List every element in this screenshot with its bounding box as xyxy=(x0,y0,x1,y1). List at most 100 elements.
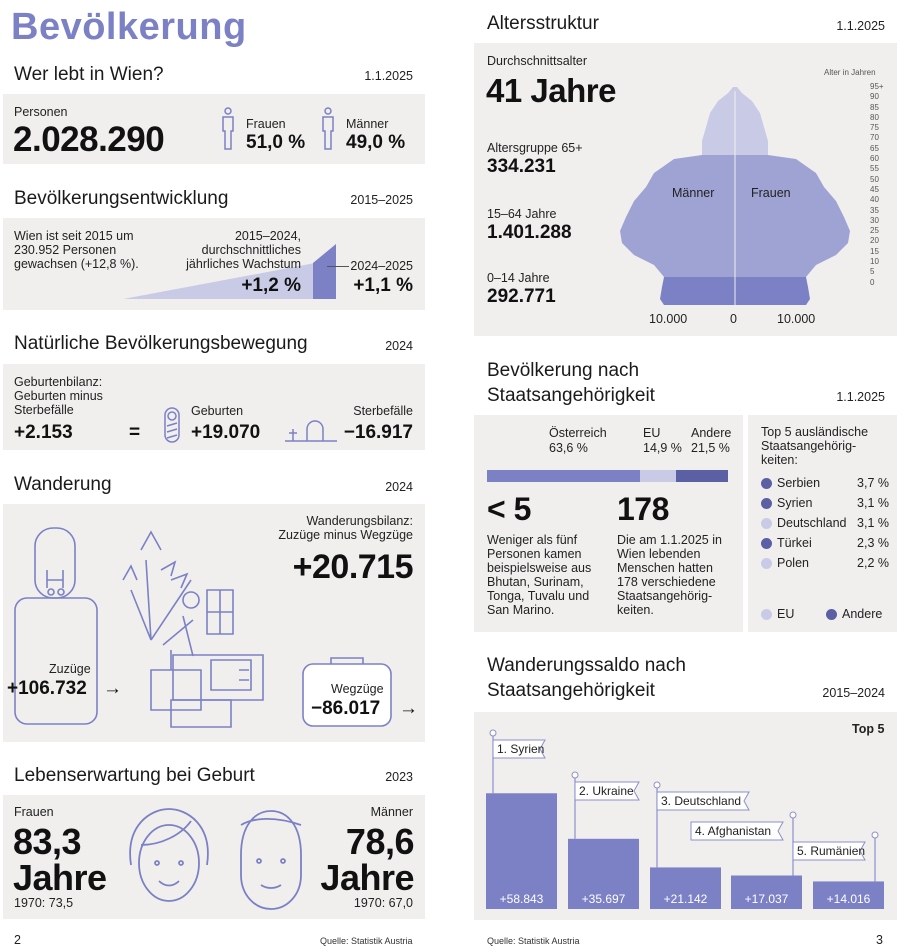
bilanz-label: Geburtenbilanz: Geburten minus Sterbefäl… xyxy=(14,375,103,417)
migration-illustration xyxy=(14,527,264,728)
saldo-date: 2015–2024 xyxy=(822,686,885,700)
bilanz-value: +2.153 xyxy=(14,422,73,443)
sterb-value: −16.917 xyxy=(343,422,413,443)
top5-value: 3,1 % xyxy=(857,496,889,510)
frauen-value: 51,0 % xyxy=(246,132,306,153)
flag-label: 4. Afghanistan xyxy=(695,824,771,838)
g0-value: 292.771 xyxy=(487,286,556,307)
maenner-label: Männer xyxy=(346,117,389,131)
age-tick: 90 xyxy=(870,92,879,102)
f-unit: Jahre xyxy=(13,857,107,898)
wand-panel: Wanderungsbilanz: Zuzüge minus Wegzüge +… xyxy=(3,504,425,742)
age-tick: 0 xyxy=(870,277,875,287)
weg-label: Wegzüge xyxy=(331,682,384,696)
entw-heading: Bevölkerungsentwicklung xyxy=(14,188,229,209)
staat-heading-2: Staatsangehörigkeit xyxy=(487,385,655,406)
legend-eu: EU xyxy=(777,607,795,621)
m-1970: 1970: 67,0 xyxy=(353,896,413,910)
lt5-text: Weniger als fünf Personen kamen beispiel… xyxy=(487,533,592,617)
f-1970: 1970: 73,5 xyxy=(14,896,74,910)
age-tick: 35 xyxy=(870,205,879,215)
share-oesterreich xyxy=(487,470,641,482)
age-tick: 85 xyxy=(870,102,879,112)
saldo-bar xyxy=(731,875,802,909)
top5-item: Syrien 3,1 % xyxy=(761,495,889,515)
age-tick: 95+ xyxy=(870,82,884,91)
age-tick: 5 xyxy=(870,267,875,277)
natur-date: 2024 xyxy=(385,339,413,353)
alter-date: 1.1.2025 xyxy=(836,19,885,33)
andere-label: Andere xyxy=(691,426,732,440)
wand-heading: Wanderung xyxy=(14,474,112,495)
staat-heading-1: Bevölkerung nach xyxy=(487,360,640,381)
age-tick: 20 xyxy=(870,236,879,246)
wer-heading: Wer lebt in Wien? xyxy=(14,64,164,85)
f-label: Frauen xyxy=(14,805,54,819)
top5-dot xyxy=(761,518,772,529)
top5-title: Top 5 ausländische Staatsangehörig-keite… xyxy=(761,425,869,467)
age-tick: 75 xyxy=(870,123,879,133)
oe-value: 63,6 % xyxy=(549,441,588,455)
bar-value-label: +14.016 xyxy=(827,892,871,906)
geb-label: Geburten xyxy=(191,404,244,418)
wand-bilanz-label: Wanderungsbilanz: Zuzüge minus Wegzüge xyxy=(278,514,413,542)
entw-date: 2015–2025 xyxy=(350,193,413,207)
zu-arrow: → xyxy=(103,678,122,699)
wand-bilanz-value: +20.715 xyxy=(292,548,414,586)
age-axis: 95+ 90 85 80 75 70 65 60 55 50 45 40 35 30 25 20 15 10 5 0 xyxy=(870,82,890,288)
age-tick: 30 xyxy=(870,215,879,225)
woman-icon xyxy=(222,107,234,150)
m-unit: Jahre xyxy=(320,857,414,898)
entw-panel: Wien ist seit 2015 um 230.952 Personen g… xyxy=(3,218,425,310)
age-tick: 55 xyxy=(870,164,879,174)
age-tick: 80 xyxy=(870,112,879,122)
flag-knob xyxy=(653,781,661,789)
andere-value: 21,5 % xyxy=(691,441,730,455)
weg-arrow: → xyxy=(399,698,418,719)
flag-knob xyxy=(571,771,579,779)
saldo-chart: 1. Syrien +58.843 2. Ukraine +35.697 3. Deut… xyxy=(486,729,884,909)
f-value: 83,3 xyxy=(13,821,82,862)
grave-icon xyxy=(285,420,337,442)
age-pyramid xyxy=(620,87,850,307)
source-right: Quelle: Statistik Austria xyxy=(487,936,580,946)
top5-badge: Top 5 xyxy=(852,722,885,736)
durch-label: Durchschnittsalter xyxy=(487,54,588,68)
natur-panel: Geburtenbilanz: Geburten minus Sterbefäl… xyxy=(3,364,425,450)
flag-banner xyxy=(492,739,546,759)
flag-knob xyxy=(789,811,797,819)
saldo-bar xyxy=(486,793,557,909)
age-tick: 45 xyxy=(870,184,879,194)
bar-value-label: +21.142 xyxy=(664,892,708,906)
frauen-label: Frauen xyxy=(246,117,286,131)
flag-banner xyxy=(690,821,784,841)
g15-label: 15–64 Jahre xyxy=(487,207,557,221)
page-number-right: 3 xyxy=(876,933,883,947)
x-tick-right: 10.000 xyxy=(777,312,816,326)
man-icon xyxy=(322,107,334,150)
saldo-bar xyxy=(813,881,884,909)
weg-value: −86.017 xyxy=(311,698,381,719)
maenner-label-pyramid: Männer xyxy=(672,186,715,200)
age-axis-title: Alter in Jahren xyxy=(824,68,876,77)
top5-name: Deutschland xyxy=(777,516,847,530)
baby-icon xyxy=(164,407,180,443)
source-left: Quelle: Statistik Austria xyxy=(320,936,413,946)
top5-name: Polen xyxy=(777,556,809,570)
durch-value: 41 Jahre xyxy=(486,72,616,109)
saldo-heading-2: Staatsangehörigkeit xyxy=(487,680,655,701)
flag-knob xyxy=(489,729,497,737)
saldo-bar xyxy=(650,867,721,909)
oe-label: Österreich xyxy=(549,426,607,440)
saldo-heading-1: Wanderungssaldo nach xyxy=(487,655,686,676)
staat-panel: Österreich 63,6 % EU 14,9 % Andere 21,5 … xyxy=(474,415,743,632)
leader-line xyxy=(327,266,349,267)
flag-label: 5. Rumänien xyxy=(797,844,865,858)
top5-value: 2,2 % xyxy=(857,556,889,570)
top5-item: Polen 2,2 % xyxy=(761,555,889,575)
age-tick: 40 xyxy=(870,195,879,205)
top5-panel: Top 5 ausländische Staatsangehörig-keite… xyxy=(748,415,897,632)
x-tick-zero: 0 xyxy=(730,312,737,326)
wer-panel: Personen 2.028.290 Frauen 51,0 % Männer … xyxy=(3,94,425,164)
personen-value: 2.028.290 xyxy=(13,120,165,159)
